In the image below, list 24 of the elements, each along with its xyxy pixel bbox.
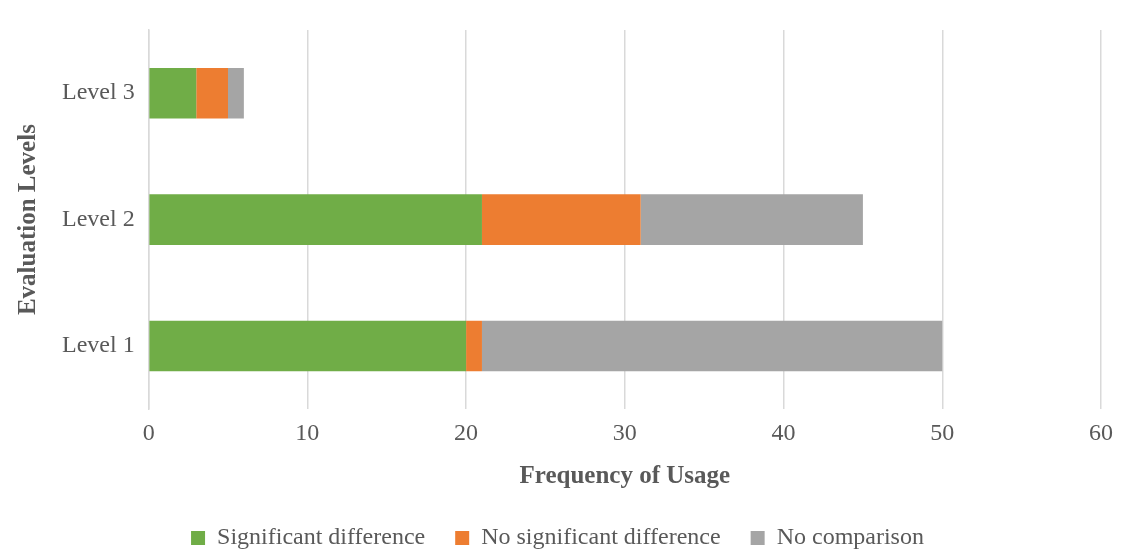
- bar: [466, 320, 482, 372]
- x-tick-label: 0: [142, 418, 155, 445]
- y-tick-label: Level 3: [61, 78, 135, 105]
- x-tick-label: 40: [771, 418, 796, 445]
- x-tick-label: 10: [295, 418, 320, 445]
- bar: [640, 194, 863, 245]
- bar: [481, 194, 641, 245]
- x-axis-title: Frequency of Usage: [519, 461, 731, 489]
- bar: [149, 320, 467, 372]
- bar: [196, 67, 228, 119]
- x-tick-label: 60: [1089, 418, 1113, 445]
- legend-label: No significant difference: [481, 523, 721, 550]
- bar: [149, 67, 197, 119]
- legend-label: No comparison: [776, 523, 924, 550]
- x-tick-label: 20: [454, 418, 479, 445]
- y-tick-label: Level 2: [61, 204, 135, 231]
- y-tick-label: Level 1: [61, 331, 135, 358]
- y-axis-title: Evaluation Levels: [13, 123, 41, 316]
- bar: [228, 67, 244, 119]
- x-tick-label: 30: [612, 418, 637, 445]
- legend-label: Significant difference: [217, 523, 426, 550]
- x-tick-label: 50: [930, 418, 955, 445]
- bar: [149, 194, 482, 245]
- bar: [481, 320, 943, 372]
